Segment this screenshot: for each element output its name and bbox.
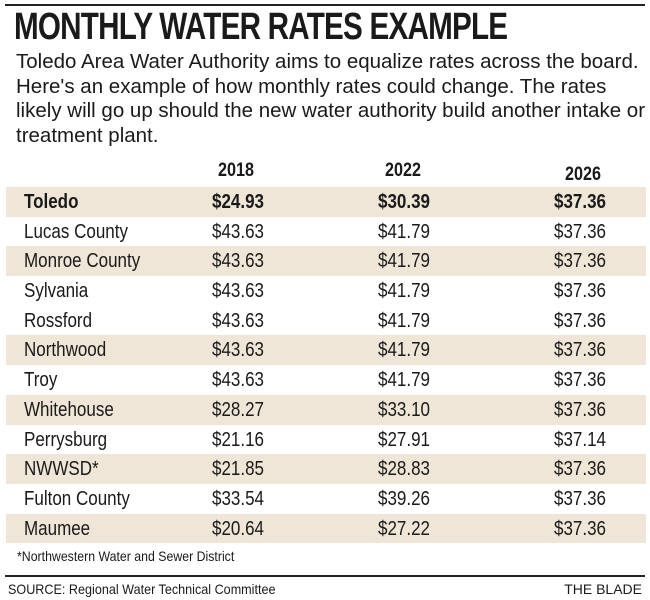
row-name: Maumee — [24, 517, 91, 540]
value-2022: $27.22 — [378, 517, 430, 540]
value-2022: $27.91 — [378, 428, 430, 451]
intro-text: Toledo Area Water Authority aims to equa… — [16, 50, 646, 147]
value-2026: $37.14 — [554, 428, 606, 451]
value-2022: $41.79 — [378, 309, 430, 332]
table-row: Toledo $24.93 $30.39 $37.36 — [6, 187, 646, 217]
value-2018: $43.63 — [212, 309, 264, 332]
row-name: Monroe County — [24, 250, 141, 273]
table-row: Northwood $43.63 $41.79 $37.36 — [6, 335, 646, 366]
value-2022: $41.79 — [378, 250, 430, 273]
row-name: Whitehouse — [24, 398, 114, 421]
column-header-2026: 2026 — [565, 164, 601, 185]
table-row: Monroe County $43.63 $41.79 $37.36 — [6, 246, 646, 277]
value-2026: $37.36 — [554, 487, 606, 510]
value-2022: $41.79 — [378, 220, 430, 243]
rates-table: Toledo $24.93 $30.39 $37.36 Lucas County $43.… — [6, 187, 646, 544]
value-2018: $24.93 — [212, 191, 264, 213]
value-2022: $28.83 — [378, 458, 430, 481]
value-2026: $37.36 — [554, 309, 606, 332]
value-2026: $37.36 — [554, 517, 606, 540]
value-2026: $37.36 — [554, 398, 606, 421]
column-header-2018: 2018 — [218, 160, 254, 181]
bottom-rule — [5, 575, 645, 577]
title: MONTHLY WATER RATES EXAMPLE — [14, 6, 508, 48]
table-row: Rossford $43.63 $41.79 $37.36 — [6, 306, 646, 336]
value-2018: $43.63 — [212, 280, 264, 303]
value-2018: $28.27 — [212, 398, 264, 421]
value-2018: $43.63 — [212, 220, 264, 243]
table-row: Whitehouse $28.27 $33.10 $37.36 — [6, 394, 646, 425]
value-2026: $37.36 — [554, 369, 606, 392]
table-row: Sylvania $43.63 $41.79 $37.36 — [6, 276, 646, 306]
row-name: Lucas County — [24, 220, 128, 243]
credit: THE BLADE — [564, 581, 642, 597]
source-line: SOURCE: Regional Water Technical Committ… — [8, 581, 276, 597]
value-2022: $33.10 — [378, 398, 430, 421]
value-2018: $20.64 — [212, 517, 264, 540]
value-2022: $41.79 — [378, 280, 430, 303]
value-2022: $41.79 — [378, 369, 430, 392]
row-name: Fulton County — [24, 487, 130, 510]
value-2018: $21.85 — [212, 458, 264, 481]
table-row: Fulton County $33.54 $39.26 $37.36 — [6, 484, 646, 514]
column-header-2022: 2022 — [385, 160, 421, 181]
table-row: Lucas County $43.63 $41.79 $37.36 — [6, 217, 646, 247]
table-row: Perrysburg $21.16 $27.91 $37.14 — [6, 425, 646, 455]
value-2022: $30.39 — [378, 191, 430, 213]
footnote: *Northwestern Water and Sewer District — [17, 548, 235, 564]
value-2026: $37.36 — [554, 339, 606, 362]
row-name: Perrysburg — [24, 428, 108, 451]
row-name: Northwood — [24, 339, 107, 362]
value-2018: $43.63 — [212, 250, 264, 273]
row-name: Toledo — [24, 191, 79, 213]
table-row: NWWSD* $21.85 $28.83 $37.36 — [6, 454, 646, 484]
row-name: Troy — [24, 369, 58, 392]
table-row: Troy $43.63 $41.79 $37.36 — [6, 365, 646, 395]
row-name: Sylvania — [24, 280, 89, 303]
value-2018: $21.16 — [212, 428, 264, 451]
value-2018: $43.63 — [212, 339, 264, 362]
row-name: Rossford — [24, 309, 93, 332]
value-2018: $43.63 — [212, 369, 264, 392]
value-2018: $33.54 — [212, 487, 264, 510]
value-2026: $37.36 — [554, 220, 606, 243]
value-2026: $37.36 — [554, 458, 606, 481]
top-rule — [5, 4, 645, 6]
value-2022: $39.26 — [378, 487, 430, 510]
table-row: Maumee $20.64 $27.22 $37.36 — [6, 513, 646, 544]
value-2022: $41.79 — [378, 339, 430, 362]
row-name: NWWSD* — [24, 458, 99, 481]
value-2026: $37.36 — [554, 250, 606, 273]
value-2026: $37.36 — [554, 280, 606, 303]
value-2026: $37.36 — [554, 191, 606, 213]
